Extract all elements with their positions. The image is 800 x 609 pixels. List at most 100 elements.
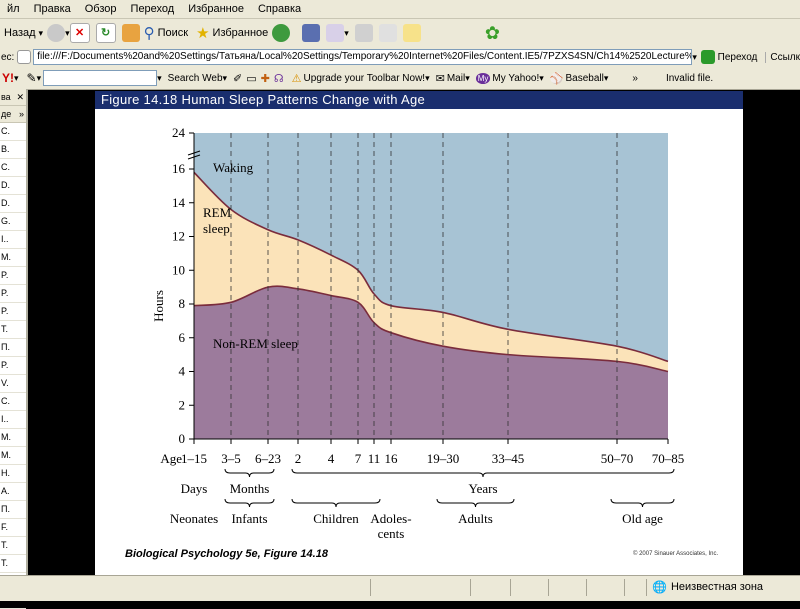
mail-link[interactable]: Mail bbox=[446, 72, 466, 84]
zone-label: Неизвестная зона bbox=[670, 581, 764, 593]
y-tick-label: 10 bbox=[172, 262, 185, 277]
links-label[interactable]: Ссылк bbox=[765, 51, 800, 63]
age-brace bbox=[291, 498, 381, 508]
outline-item[interactable]: P. bbox=[0, 303, 26, 321]
outline-item[interactable]: G. bbox=[0, 213, 26, 231]
yahoo-dropdown-icon[interactable]: ▾ bbox=[14, 72, 19, 83]
forward-dropdown-icon[interactable]: ▾ bbox=[65, 27, 70, 38]
age-brace bbox=[610, 498, 675, 508]
outline-item[interactable]: D. bbox=[0, 177, 26, 195]
menu-go[interactable]: Переход bbox=[130, 3, 175, 15]
yahoo-search-dropdown-icon[interactable]: ▾ bbox=[157, 72, 162, 83]
outline-item[interactable]: C. bbox=[0, 123, 26, 141]
go-arrow-icon[interactable] bbox=[700, 50, 715, 64]
pencil-icon[interactable]: ✎ bbox=[26, 71, 37, 85]
outline-item[interactable]: P. bbox=[0, 267, 26, 285]
outline-item[interactable]: M. bbox=[0, 429, 26, 447]
baseball-link[interactable]: Baseball bbox=[565, 72, 604, 84]
edit-icon[interactable] bbox=[378, 24, 397, 42]
go-button[interactable]: Переход bbox=[717, 51, 758, 63]
address-dropdown-icon[interactable]: ▾ bbox=[692, 51, 697, 62]
menu-favorites[interactable]: Избранное bbox=[188, 3, 244, 15]
warning-icon: ⚠ bbox=[291, 72, 302, 85]
outline-item[interactable]: C. bbox=[0, 393, 26, 411]
print-icon[interactable] bbox=[354, 24, 373, 42]
yahoo-toolbar: Y! ▾ ✎ ▾ ▾ Search Web ▾ ✐ ▭ ✚ ☊ ⚠ Upgrad… bbox=[0, 67, 800, 90]
security-zone: 🌐 Неизвестная зона bbox=[652, 580, 763, 594]
menu-help[interactable]: Справка bbox=[257, 3, 302, 15]
address-input[interactable]: file:///F:/Documents%20and%20Settings/Та… bbox=[33, 49, 693, 65]
research-icon[interactable] bbox=[302, 24, 321, 42]
menu-edit[interactable]: Правка bbox=[33, 3, 71, 15]
upgrade-dropdown-icon[interactable]: ▾ bbox=[425, 72, 430, 83]
search-web-dropdown-icon[interactable]: ▾ bbox=[222, 72, 228, 83]
outline-item[interactable]: I.. bbox=[0, 411, 26, 429]
outline-item[interactable]: D. bbox=[0, 195, 26, 213]
mail-link-dropdown-icon[interactable]: ▾ bbox=[465, 72, 470, 83]
outline-item[interactable]: П. bbox=[0, 339, 26, 357]
age-brace bbox=[224, 498, 275, 508]
outline-item[interactable]: P. bbox=[0, 357, 26, 375]
outline-item[interactable]: T. bbox=[0, 555, 26, 573]
invalid-file-text: Invalid file. bbox=[665, 72, 714, 84]
outline-item[interactable]: F. bbox=[0, 519, 26, 537]
back-dropdown-icon[interactable]: ▾ bbox=[38, 27, 44, 38]
search-web-button[interactable]: Search Web bbox=[167, 72, 223, 84]
figure-caption: Biological Psychology 5e, Figure 14.18 bbox=[125, 548, 328, 560]
outline-item[interactable]: B. bbox=[0, 141, 26, 159]
series-label-waking: Waking bbox=[213, 160, 254, 175]
outline-item[interactable]: П. bbox=[0, 501, 26, 519]
outline-item[interactable]: M. bbox=[0, 249, 26, 267]
outline-item[interactable]: H. bbox=[0, 465, 26, 483]
upgrade-link[interactable]: Upgrade your Toolbar Now! bbox=[303, 72, 426, 84]
address-label: ec: bbox=[1, 51, 15, 63]
baseball-dropdown-icon[interactable]: ▾ bbox=[603, 72, 609, 83]
pencil-dropdown-icon[interactable]: ▾ bbox=[36, 72, 42, 83]
yahoo-search-input[interactable] bbox=[43, 70, 158, 86]
menu-file[interactable]: йл bbox=[7, 3, 20, 15]
history-icon[interactable] bbox=[272, 24, 291, 42]
outline-item[interactable]: T. bbox=[0, 321, 26, 339]
outline-item[interactable]: C. bbox=[0, 159, 26, 177]
page-icon bbox=[17, 50, 32, 64]
y-tick-label: 2 bbox=[179, 397, 186, 412]
x-tick-label: 70–85 bbox=[652, 451, 685, 466]
baseball-icon: ⚾ bbox=[549, 72, 564, 85]
menu-bar: йл Правка Обзор Переход Избранное Справк… bbox=[0, 0, 800, 19]
highlight-icon[interactable]: ✐ bbox=[233, 72, 243, 85]
outline-item[interactable]: I.. bbox=[0, 231, 26, 249]
status-segment bbox=[470, 579, 471, 596]
x-tick-label: 4 bbox=[328, 451, 335, 466]
mail-icon[interactable] bbox=[326, 24, 345, 42]
forward-icon[interactable] bbox=[47, 24, 66, 42]
favorites-button[interactable]: ★ Избранное bbox=[196, 24, 268, 42]
popup-icon[interactable]: ✚ bbox=[260, 72, 270, 85]
headphones-icon[interactable]: ☊ bbox=[273, 72, 284, 85]
outline-item[interactable]: T. bbox=[0, 537, 26, 555]
my-yahoo-link[interactable]: My Yahoo! bbox=[492, 72, 540, 84]
back-button[interactable]: Назад ▾ bbox=[4, 27, 43, 39]
age-group-label: cents bbox=[378, 526, 405, 541]
mail-dropdown-icon[interactable]: ▾ bbox=[344, 27, 349, 38]
refresh-icon[interactable]: ↻ bbox=[95, 23, 116, 43]
x-tick-label: 3–5 bbox=[221, 451, 241, 466]
my-yahoo-dropdown-icon[interactable]: ▾ bbox=[539, 72, 544, 83]
yahoo-logo-icon[interactable]: Y! bbox=[2, 71, 14, 85]
home-icon[interactable] bbox=[121, 24, 140, 42]
menu-view[interactable]: Обзор bbox=[84, 3, 117, 15]
close-icon[interactable]: ✕ bbox=[16, 92, 24, 102]
note-icon[interactable] bbox=[402, 24, 421, 42]
outline-item[interactable]: A. bbox=[0, 483, 26, 501]
chevron-right-icon[interactable]: » bbox=[18, 109, 24, 119]
age-unit-label: Days bbox=[181, 481, 208, 496]
outline-item[interactable]: P. bbox=[0, 285, 26, 303]
y-tick-label: 24 bbox=[172, 125, 186, 140]
y-tick-label: 0 bbox=[179, 431, 186, 446]
outline-item[interactable]: V. bbox=[0, 375, 26, 393]
chevron-more-icon[interactable]: » bbox=[632, 72, 638, 84]
search-button[interactable]: ⚲ Поиск bbox=[144, 24, 188, 42]
bookmark-icon[interactable]: ▭ bbox=[246, 72, 257, 85]
outline-item[interactable]: M. bbox=[0, 447, 26, 465]
messenger-icon[interactable]: ✿ bbox=[484, 22, 500, 43]
stop-icon[interactable]: ✕ bbox=[69, 23, 90, 43]
